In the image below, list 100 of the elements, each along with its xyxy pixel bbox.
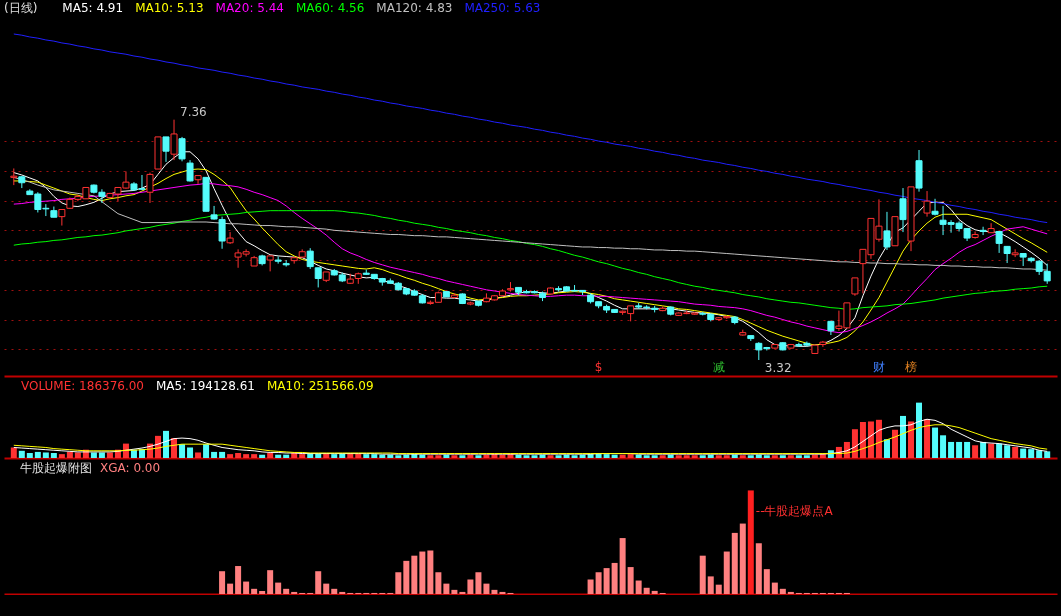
annotation: 减 bbox=[712, 360, 725, 374]
bar bbox=[427, 455, 434, 458]
bar bbox=[731, 532, 738, 594]
bar bbox=[723, 551, 730, 594]
text: MA60: 4.56 bbox=[295, 1, 365, 15]
candlestick bbox=[883, 211, 891, 251]
bar bbox=[771, 582, 778, 594]
bar bbox=[523, 455, 530, 458]
candlestick bbox=[306, 247, 314, 270]
bar bbox=[18, 450, 25, 458]
bar bbox=[50, 453, 57, 458]
bar bbox=[755, 454, 762, 458]
bar bbox=[475, 455, 482, 458]
candlestick bbox=[146, 172, 154, 204]
candlestick bbox=[186, 159, 194, 183]
bar bbox=[499, 454, 506, 458]
bar bbox=[715, 584, 722, 594]
bar bbox=[58, 454, 65, 458]
text: MA120: 4.83 bbox=[376, 1, 453, 15]
bar bbox=[603, 568, 610, 594]
text: MA10: 5.13 bbox=[135, 1, 204, 15]
candlestick bbox=[995, 231, 1003, 254]
bar bbox=[675, 455, 682, 458]
bar bbox=[771, 455, 778, 458]
candlestick bbox=[979, 226, 987, 236]
bar bbox=[291, 591, 298, 594]
bar bbox=[1012, 446, 1019, 458]
bar bbox=[891, 429, 898, 458]
annotation: --牛股起爆点A bbox=[755, 504, 834, 519]
bar bbox=[707, 576, 714, 594]
bar bbox=[643, 587, 650, 594]
bar bbox=[451, 455, 458, 458]
text: XGA: 0.00 bbox=[100, 461, 161, 475]
bar bbox=[707, 454, 714, 458]
chart-title: (日线) bbox=[4, 1, 38, 15]
bar bbox=[267, 570, 274, 594]
bar bbox=[924, 419, 931, 458]
bar bbox=[363, 454, 370, 458]
bar bbox=[275, 582, 282, 594]
candlestick bbox=[987, 222, 995, 234]
bar bbox=[339, 591, 346, 594]
bar bbox=[203, 444, 210, 458]
bar bbox=[483, 583, 490, 594]
bar bbox=[379, 454, 386, 458]
bar bbox=[948, 441, 955, 458]
candlestick bbox=[170, 119, 178, 161]
bar bbox=[627, 567, 634, 594]
text: MA20: 5.44 bbox=[215, 1, 284, 15]
bar bbox=[627, 454, 634, 458]
bar bbox=[323, 583, 330, 594]
text: MA10: 251566.09 bbox=[266, 379, 374, 393]
candlestick bbox=[178, 136, 186, 162]
bar bbox=[763, 455, 770, 458]
bar bbox=[251, 454, 258, 458]
annotation: $ bbox=[594, 360, 603, 374]
bar bbox=[964, 441, 971, 458]
bar bbox=[763, 569, 770, 594]
bar bbox=[459, 591, 466, 594]
bar bbox=[10, 447, 17, 458]
bar bbox=[451, 589, 458, 594]
bar bbox=[988, 443, 995, 458]
bar bbox=[195, 452, 202, 458]
bar bbox=[803, 455, 810, 458]
bar bbox=[755, 543, 762, 594]
candlestick bbox=[931, 198, 939, 216]
candlestick bbox=[314, 267, 322, 288]
bar bbox=[283, 454, 290, 458]
bar bbox=[932, 427, 939, 458]
bar bbox=[34, 451, 41, 458]
text: 7.36 bbox=[180, 104, 207, 119]
text: 3.32 bbox=[764, 361, 792, 375]
bar bbox=[1020, 448, 1027, 458]
bar bbox=[259, 590, 266, 594]
bar bbox=[691, 455, 698, 458]
bar bbox=[859, 422, 866, 458]
bar bbox=[739, 523, 746, 594]
bar bbox=[227, 583, 234, 594]
bar bbox=[619, 538, 626, 594]
bar bbox=[875, 419, 882, 458]
bar bbox=[395, 572, 402, 594]
text: MA250: 5.63 bbox=[464, 1, 541, 15]
bar bbox=[787, 591, 794, 594]
bar bbox=[419, 454, 426, 458]
bar bbox=[595, 572, 602, 594]
bar bbox=[259, 454, 266, 458]
bar bbox=[795, 455, 802, 458]
bar bbox=[435, 572, 442, 594]
bar bbox=[787, 455, 794, 458]
bar bbox=[699, 555, 706, 594]
bar bbox=[539, 454, 546, 458]
bar bbox=[587, 579, 594, 594]
bar bbox=[403, 560, 410, 594]
bar bbox=[251, 588, 258, 594]
candlestick bbox=[923, 190, 931, 218]
bar bbox=[779, 455, 786, 458]
bar bbox=[739, 455, 746, 458]
text: MA5: 194128.61 bbox=[156, 379, 255, 393]
bar bbox=[219, 451, 226, 458]
candlestick bbox=[1003, 245, 1011, 264]
candlestick bbox=[899, 187, 907, 233]
